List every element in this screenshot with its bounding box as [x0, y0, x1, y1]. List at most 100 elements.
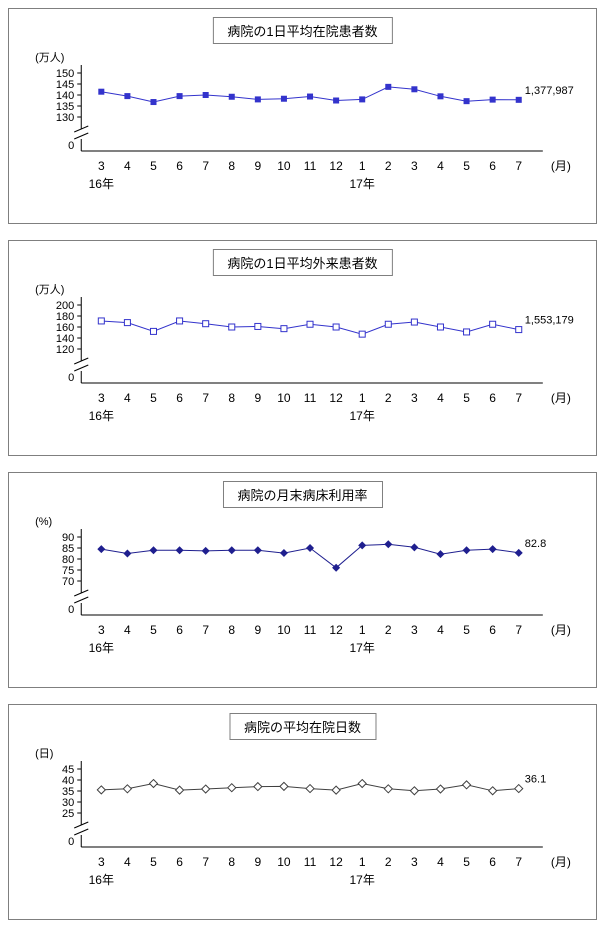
x-axis-month-label: 6: [489, 855, 496, 869]
x-axis-month-label: 12: [329, 623, 343, 637]
y-axis-tick-label: 25: [62, 808, 74, 820]
y-axis-tick-label: 160: [56, 322, 74, 334]
data-point-marker: [385, 83, 392, 90]
x-axis-unit-label: (月): [551, 391, 571, 405]
x-axis-month-label: 6: [489, 623, 496, 637]
y-axis-tick-label: 40: [62, 775, 74, 787]
data-point-marker: [124, 93, 131, 100]
data-point-marker: [514, 548, 523, 557]
x-axis-year-label: 16年: [89, 641, 114, 655]
last-value-label: 1,553,179: [525, 315, 574, 327]
x-axis-month-label: 11: [304, 855, 317, 869]
axis-break-mark: [74, 364, 89, 372]
data-point-marker: [202, 320, 210, 328]
data-point-marker: [149, 327, 158, 335]
chart-title: 病院の平均在院日数: [228, 713, 377, 740]
data-point-marker: [150, 99, 157, 106]
data-point-marker: [307, 93, 314, 100]
data-point-marker: [254, 96, 261, 103]
data-point-marker: [279, 781, 289, 792]
data-point-marker: [176, 317, 184, 325]
last-value-label: 36.1: [525, 774, 546, 786]
data-point-marker: [176, 93, 183, 100]
data-point-marker: [227, 782, 237, 793]
x-axis-year-label: 17年: [349, 641, 374, 655]
data-point-marker: [280, 325, 288, 333]
y-axis-zero-label: 0: [68, 372, 74, 384]
axis-break-mark: [74, 821, 89, 829]
y-axis-tick-label: 35: [62, 786, 74, 798]
y-axis-tick-label: 85: [62, 543, 74, 555]
x-axis-month-label: 6: [176, 391, 183, 405]
y-axis-unit-label: (日): [35, 748, 53, 760]
x-axis-month-label: 5: [150, 855, 157, 869]
data-point-marker: [487, 786, 498, 796]
chart-title: 病院の1日平均在院患者数: [212, 17, 393, 44]
axis-break-mark: [74, 357, 89, 365]
x-axis-month-label: 4: [437, 623, 444, 637]
x-axis-month-label: 3: [98, 855, 105, 869]
data-point-marker: [411, 86, 418, 93]
panel-avg-daily-outpatients: 病院の1日平均外来患者数 (万人) 200 180 160 140 120 0 3 4 5 6 7 8 9…: [8, 240, 597, 456]
y-axis-tick-label: 135: [56, 101, 74, 113]
x-axis-month-label: 3: [98, 391, 105, 405]
x-axis-year-label: 16年: [89, 409, 114, 423]
x-axis-month-label: 5: [463, 855, 470, 869]
data-point-marker: [514, 783, 524, 794]
data-point-marker: [437, 93, 444, 100]
x-axis-month-label: 4: [124, 391, 131, 405]
x-axis-month-label: 5: [150, 391, 157, 405]
data-point-marker: [515, 96, 522, 103]
data-point-marker: [228, 93, 235, 100]
axis-break-mark: [74, 589, 89, 597]
axis-break-mark: [74, 828, 89, 836]
x-axis-month-label: 9: [254, 623, 261, 637]
x-axis-year-label: 16年: [89, 873, 114, 887]
x-axis-month-label: 12: [329, 855, 343, 869]
y-axis-tick-label: 140: [56, 90, 74, 102]
x-axis-month-label: 4: [437, 391, 444, 405]
x-axis-month-label: 7: [515, 855, 522, 869]
x-axis-year-label: 17年: [349, 409, 374, 423]
data-point-marker: [357, 778, 367, 789]
data-point-marker: [409, 786, 420, 796]
x-axis-month-label: 3: [411, 855, 418, 869]
y-axis-tick-label: 30: [62, 797, 74, 809]
x-axis-month-label: 7: [515, 623, 522, 637]
x-axis-month-label: 1: [359, 159, 366, 173]
y-axis-unit-label: (万人): [35, 283, 64, 296]
y-axis-unit-label: (%): [35, 516, 52, 528]
x-axis-month-label: 3: [98, 623, 105, 637]
data-point-marker: [254, 322, 262, 330]
x-axis-month-label: 5: [150, 159, 157, 173]
x-axis-month-label: 8: [228, 855, 235, 869]
data-point-marker: [384, 540, 393, 549]
data-point-marker: [97, 317, 105, 325]
x-axis-month-label: 4: [437, 159, 444, 173]
data-point-marker: [96, 785, 107, 795]
data-point-marker: [175, 546, 184, 555]
chart-title: 病院の1日平均外来患者数: [212, 249, 393, 276]
data-point-marker: [98, 88, 105, 95]
x-axis-year-label: 16年: [89, 177, 114, 191]
x-axis-year-label: 17年: [349, 177, 374, 191]
x-axis-month-label: 5: [463, 391, 470, 405]
data-point-marker: [358, 330, 366, 338]
data-point-marker: [148, 778, 159, 789]
axis-break-mark: [74, 596, 89, 604]
y-axis-tick-label: 200: [56, 300, 74, 312]
data-point-marker: [332, 563, 341, 572]
x-axis-month-label: 5: [463, 159, 470, 173]
x-axis-month-label: 4: [124, 855, 131, 869]
y-axis-tick-label: 75: [62, 565, 74, 577]
data-point-marker: [410, 543, 419, 552]
data-point-marker: [253, 546, 262, 555]
data-point-marker: [306, 544, 315, 552]
data-point-marker: [463, 328, 471, 336]
x-axis-month-label: 5: [463, 623, 470, 637]
x-axis-year-label: 17年: [349, 873, 374, 887]
y-axis-tick-label: 145: [56, 79, 74, 91]
x-axis-month-label: 3: [411, 623, 418, 637]
